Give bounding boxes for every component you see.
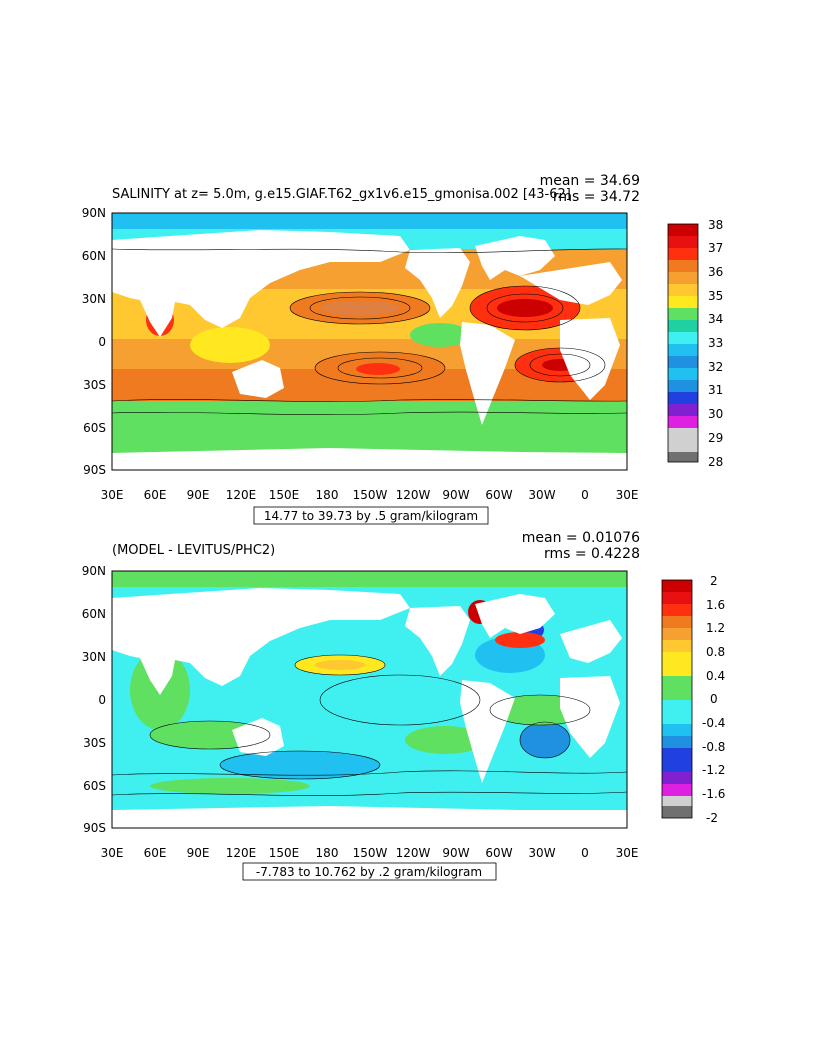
contour-info: 14.77 to 39.73 by .5 gram/kilogram <box>264 509 478 523</box>
rms-label: rms = 34.72 <box>553 189 640 205</box>
lon-label: 150E <box>269 846 300 860</box>
difference-map <box>111 570 628 829</box>
colorbar-label: 37 <box>708 241 723 255</box>
colorbar-label: 32 <box>708 360 723 374</box>
lat-label: 90N <box>82 206 106 220</box>
difference-panel: (MODEL - LEVITUS/PHC2) mean = 0.01076 rm… <box>82 530 725 881</box>
lon-label: 120E <box>226 488 257 502</box>
panel-title: (MODEL - LEVITUS/PHC2) <box>112 543 275 558</box>
lat-label: 30S <box>83 378 106 392</box>
lon-label: 90W <box>442 488 469 502</box>
colorbar-label: 35 <box>708 289 723 303</box>
colorbar-label: -1.2 <box>702 763 725 777</box>
salinity-map <box>111 212 628 471</box>
rms-label: rms = 0.4228 <box>544 546 640 562</box>
salinity-colorbar: 38 37 36 35 34 33 32 31 30 29 28 <box>667 218 723 469</box>
lat-label: 90N <box>82 564 106 578</box>
colorbar-label: 34 <box>708 312 723 326</box>
lat-label: 30S <box>83 736 106 750</box>
lat-label: 60S <box>83 779 106 793</box>
colorbar-label: -2 <box>706 811 718 825</box>
lon-label: 90E <box>187 846 210 860</box>
colorbar-label: -1.6 <box>702 787 725 801</box>
colorbar-label: 1.2 <box>706 621 725 635</box>
lon-axis: 30E 60E 90E 120E 150E 180 150W 120W 90W … <box>101 488 639 502</box>
lon-label: 0 <box>581 488 589 502</box>
lon-label: 120E <box>226 846 257 860</box>
lon-label: 90W <box>442 846 469 860</box>
lon-label: 150E <box>269 488 300 502</box>
lat-label: 90S <box>83 463 106 477</box>
lon-label: 60E <box>144 488 167 502</box>
lon-label: 120W <box>396 846 431 860</box>
lon-label: 180 <box>316 846 339 860</box>
contour-info-box <box>242 862 497 881</box>
lon-label: 150W <box>353 488 388 502</box>
lat-axis: 90N 60N 30N 0 30S 60S 90S <box>82 206 106 477</box>
lon-label: 60W <box>485 488 512 502</box>
colorbar-label: -0.4 <box>702 716 725 730</box>
contour-info-box <box>253 506 489 525</box>
colorbar-label: 28 <box>708 455 723 469</box>
lat-axis: 90N 60N 30N 0 30S 60S 90S <box>82 564 106 835</box>
lon-axis: 30E 60E 90E 120E 150E 180 150W 120W 90W … <box>101 846 639 860</box>
colorbar-label: 36 <box>708 265 723 279</box>
colorbar-label: -0.8 <box>702 740 725 754</box>
lon-label: 30E <box>616 846 639 860</box>
mean-label: mean = 0.01076 <box>522 530 640 546</box>
lon-label: 180 <box>316 488 339 502</box>
lat-label: 60N <box>82 607 106 621</box>
lon-label: 60W <box>485 846 512 860</box>
lon-label: 30E <box>101 846 124 860</box>
colorbar-label: 38 <box>708 218 723 232</box>
lat-label: 30N <box>82 650 106 664</box>
colorbar-label: 0.4 <box>706 669 725 683</box>
lon-label: 60E <box>144 846 167 860</box>
lat-label: 60S <box>83 421 106 435</box>
lat-label: 0 <box>98 693 106 707</box>
colorbar-label: 29 <box>708 431 723 445</box>
colorbar-label: 2 <box>710 574 718 588</box>
lon-label: 0 <box>581 846 589 860</box>
lon-label: 30E <box>101 488 124 502</box>
lon-label: 120W <box>396 488 431 502</box>
lon-label: 30W <box>528 846 555 860</box>
difference-colorbar: 2 1.6 1.2 0.8 0.4 0 -0.4 -0.8 -1.2 -1.6 … <box>661 574 725 825</box>
mean-label: mean = 34.69 <box>540 173 640 189</box>
colorbar-label: 0 <box>710 692 718 706</box>
lon-label: 30W <box>528 488 555 502</box>
lon-label: 90E <box>187 488 210 502</box>
lat-label: 0 <box>98 335 106 349</box>
colorbar-label: 1.6 <box>706 598 725 612</box>
salinity-panel: SALINITY at z= 5.0m, g.e15.GIAF.T62_gx1v… <box>82 173 723 525</box>
lat-label: 90S <box>83 821 106 835</box>
lon-label: 30E <box>616 488 639 502</box>
lat-label: 30N <box>82 292 106 306</box>
contour-info: -7.783 to 10.762 by .2 gram/kilogram <box>256 865 482 879</box>
lon-label: 150W <box>353 846 388 860</box>
lat-label: 60N <box>82 249 106 263</box>
colorbar-label: 31 <box>708 383 723 397</box>
colorbar-label: 33 <box>708 336 723 350</box>
panel-title: SALINITY at z= 5.0m, g.e15.GIAF.T62_gx1v… <box>112 187 571 202</box>
colorbar-label: 30 <box>708 407 723 421</box>
colorbar-label: 0.8 <box>706 645 725 659</box>
